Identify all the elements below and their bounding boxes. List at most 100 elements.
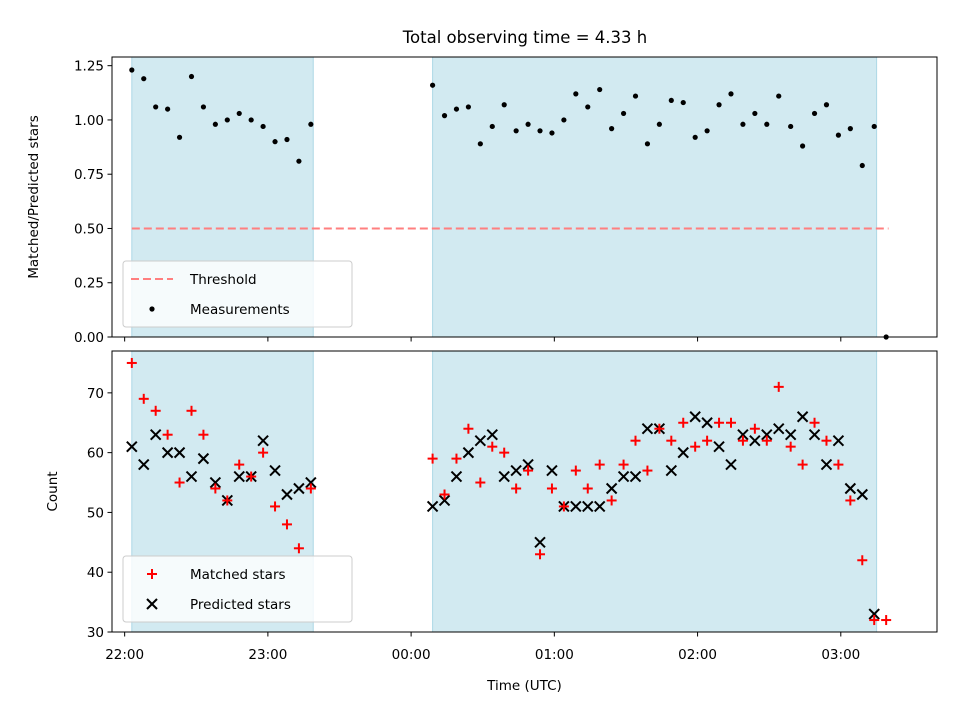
matched-star-marker [630,435,641,446]
marker-stroke [737,428,749,441]
measurement-point [429,82,436,88]
marker-stroke [677,446,689,459]
marker-stroke [522,458,534,471]
predicted-star-marker [546,464,558,477]
predicted-star-marker [185,470,198,483]
bottom-y-ticks: 30 40 50 60 70 [87,386,112,641]
marker-stroke [269,464,281,477]
matched-star-marker [147,569,157,579]
y-tick-label: 1.00 [74,113,104,129]
measurement-point [656,121,662,127]
shaded-interval [432,350,878,633]
matched-star-marker [690,441,701,452]
predicted-star-marker [582,500,594,513]
legend-label: Threshold [189,272,257,288]
matched-star-marker [126,357,137,368]
matched-star-marker [439,489,450,500]
matched-star-marker [785,441,796,452]
measurement-point [248,117,254,123]
matched-star-marker [773,381,784,392]
predicted-star-marker [197,452,210,465]
matched-star-marker [427,453,438,464]
top-x-ticks [124,337,842,342]
marker-stroke [426,500,439,513]
measurement-point [573,91,579,97]
shaded-interval [432,56,878,338]
matched-star-marker [210,483,221,494]
measurement-point [176,134,183,140]
measurement-point [153,104,159,110]
marker-stroke [305,476,317,489]
predicted-star-marker [665,464,678,477]
bottom-y-axis-label: Count [45,471,61,511]
marker-stroke [665,464,678,477]
y-tick-label: 60 [87,446,104,462]
measurement-point [620,110,627,117]
legend-label: Predicted stars [190,597,291,613]
marker-stroke [233,470,245,483]
top-y-axis-label: Matched/Predicted stars [26,115,42,278]
marker-stroke [197,452,210,465]
matched-star-marker [725,417,736,428]
y-tick-label: 50 [87,505,104,521]
top-legend: Threshold Measurements [122,260,353,328]
matched-star-marker [198,429,209,440]
measurement-point [776,93,782,99]
matched-star-marker [654,423,665,434]
measurement-point [811,110,818,117]
predicted-star-marker [641,423,654,435]
matched-star-marker [678,417,689,428]
measurement-point [764,121,770,127]
predicted-star-marker [126,440,138,453]
marker-stroke [462,446,475,459]
matched-star-marker [523,465,534,476]
predicted-star-marker [438,494,451,507]
matched-star-marker [833,459,844,470]
marker-stroke [438,494,451,507]
bottom-axes-frame [111,350,938,633]
marker-stroke [761,428,773,441]
measurement-point [800,143,806,149]
matched-star-marker [845,495,856,506]
legend-box [122,260,353,328]
marker-stroke [474,434,487,447]
measurement-point [284,136,290,143]
marker-stroke [844,482,857,495]
measurement-point [537,128,543,134]
measurement-point [549,130,555,136]
marker-stroke [570,500,582,513]
matched-star-marker [234,459,245,470]
legend-label: Matched stars [190,567,286,583]
matched-star-marker [606,495,617,506]
marker-stroke [582,500,594,513]
predicted-star-marker [856,488,868,501]
marker-stroke [534,536,546,549]
matched-star-marker [797,459,808,470]
matched-star-marker [582,483,593,494]
marker-stroke [749,434,761,447]
marker-stroke [820,458,833,471]
measurement-point [236,110,242,117]
measurement-point [561,117,567,123]
measurement-point [752,110,758,117]
matched-star-marker [618,459,629,470]
measurement-point [525,121,531,127]
measurement-point [200,104,207,110]
measurement-point [465,104,472,110]
marker-stroke [701,417,713,429]
measurement-point [501,102,507,108]
marker-stroke [784,428,797,441]
predicted-star-marker [161,446,174,459]
matched-star-marker [558,501,569,512]
top-panel: 0.00 0.25 0.50 0.75 1.00 1.25 Matched/Predict… [26,56,938,346]
matched-stars-points [126,357,892,626]
predicted-star-marker [450,470,463,483]
measurement-point [871,123,877,130]
marker-stroke [689,411,701,423]
matched-star-marker [869,615,880,626]
marker-stroke [486,428,498,441]
matched-star-marker [281,519,292,530]
matched-star-marker [821,435,832,446]
top-y-ticks: 0.00 0.25 0.50 0.75 1.00 1.25 [74,59,112,346]
